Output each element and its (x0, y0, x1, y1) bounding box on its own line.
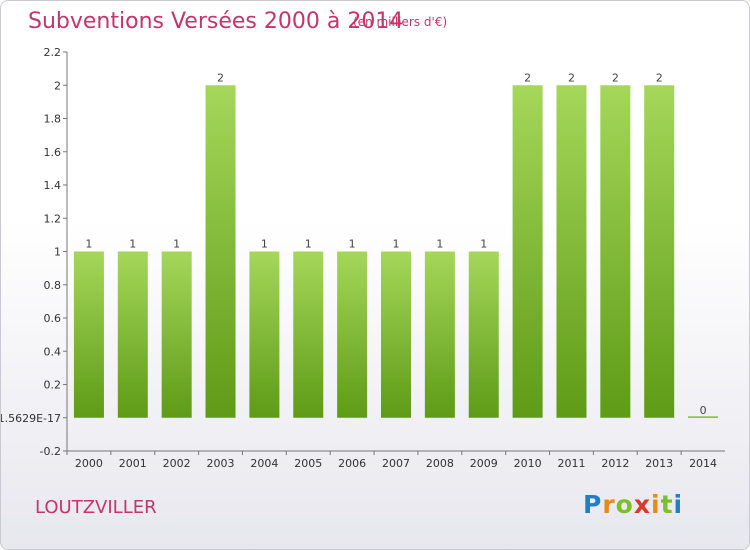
x-tick-label: 2013 (645, 457, 673, 470)
commune-name: LOUTZVILLER (35, 497, 157, 518)
bar-value-label: 2 (217, 71, 224, 84)
x-tick-label: 2008 (426, 457, 454, 470)
bar (512, 85, 543, 418)
x-tick-label: 2006 (338, 457, 366, 470)
x-tick-label: 2000 (75, 457, 103, 470)
y-tick-label: 1.8 (44, 113, 62, 126)
y-tick-label: 0.6 (44, 312, 62, 325)
x-tick-label: 2010 (514, 457, 542, 470)
x-tick-label: 2009 (470, 457, 498, 470)
y-tick-label: 0.4 (44, 345, 62, 358)
x-tick-label: 2012 (601, 457, 629, 470)
bar (468, 251, 499, 418)
bar-value-label: 1 (85, 238, 92, 251)
bar (600, 85, 631, 418)
x-tick-label: 2004 (250, 457, 278, 470)
bar-value-label: 2 (568, 71, 575, 84)
x-tick-label: 2001 (119, 457, 147, 470)
bar-value-label: 1 (261, 238, 268, 251)
bar (424, 251, 455, 418)
bar-value-label: 1 (129, 238, 136, 251)
x-tick-label: 2007 (382, 457, 410, 470)
x-tick-label: 2011 (557, 457, 585, 470)
bar-value-label: 1 (173, 238, 180, 251)
bar (293, 251, 324, 418)
bar (381, 251, 411, 418)
y-tick-label: 2.2 (44, 46, 62, 59)
proxiti-logo-icon: Proxiti (583, 490, 684, 519)
bar (205, 85, 236, 418)
bar-value-label: 2 (612, 71, 619, 84)
x-tick-label: 2003 (207, 457, 235, 470)
bar-value-label: 0 (700, 404, 707, 417)
bar (644, 85, 675, 418)
x-tick-label: 2014 (689, 457, 717, 470)
y-tick-label: 1.4 (44, 179, 62, 192)
x-tick-label: 2005 (294, 457, 322, 470)
bar-value-label: 1 (436, 238, 443, 251)
chart-title: Subventions Versées 2000 à 2014 (28, 9, 404, 34)
bar-value-label: 2 (656, 71, 663, 84)
y-tick-label: 1 (54, 246, 61, 259)
bar (337, 251, 368, 418)
chart-subtitle: (en milliers d'€) (353, 15, 448, 29)
bar (161, 251, 192, 418)
y-tick-label: -0.2 (40, 445, 61, 458)
y-tick-label: 2 (54, 79, 61, 92)
bar-value-label: 1 (305, 238, 312, 251)
y-tick-label: -1.5629E-17 (1, 412, 61, 425)
bar (73, 251, 104, 418)
x-tick-label: 2002 (163, 457, 191, 470)
bar (556, 85, 587, 418)
bar-value-label: 1 (349, 238, 356, 251)
bar-value-label: 2 (524, 71, 531, 84)
y-tick-label: 1.6 (44, 146, 62, 159)
bar-value-label: 1 (393, 238, 400, 251)
bar-value-label: 1 (480, 238, 487, 251)
bar (249, 251, 280, 418)
y-tick-label: 1.2 (44, 212, 62, 225)
y-tick-label: 0.2 (44, 379, 62, 392)
bar (688, 416, 719, 418)
y-tick-label: 0.8 (44, 279, 62, 292)
bar (117, 251, 148, 418)
